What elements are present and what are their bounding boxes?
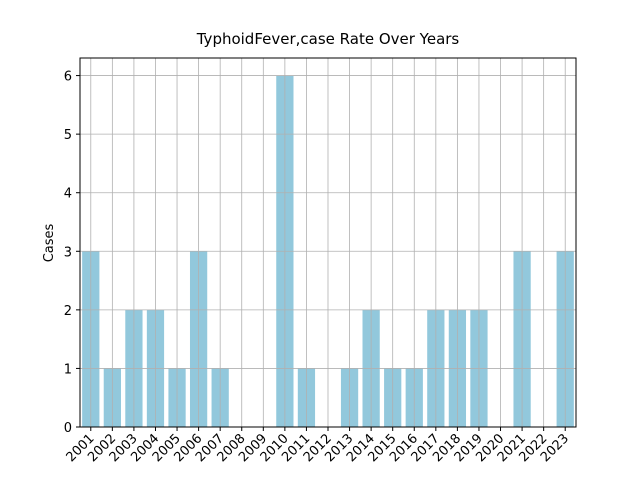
- y-tick-label: 5: [64, 128, 72, 143]
- y-axis-label: Cases: [42, 223, 57, 262]
- chart-title: TyphoidFever,case Rate Over Years: [196, 30, 460, 48]
- y-tick-label: 2: [64, 304, 72, 319]
- y-tick-label: 3: [64, 245, 72, 260]
- y-tick-label: 4: [64, 187, 72, 202]
- y-tick-label: 6: [64, 70, 72, 85]
- plot-frame: [79, 57, 577, 428]
- y-tick-label: 1: [64, 362, 72, 377]
- y-tick-label: 0: [64, 421, 72, 436]
